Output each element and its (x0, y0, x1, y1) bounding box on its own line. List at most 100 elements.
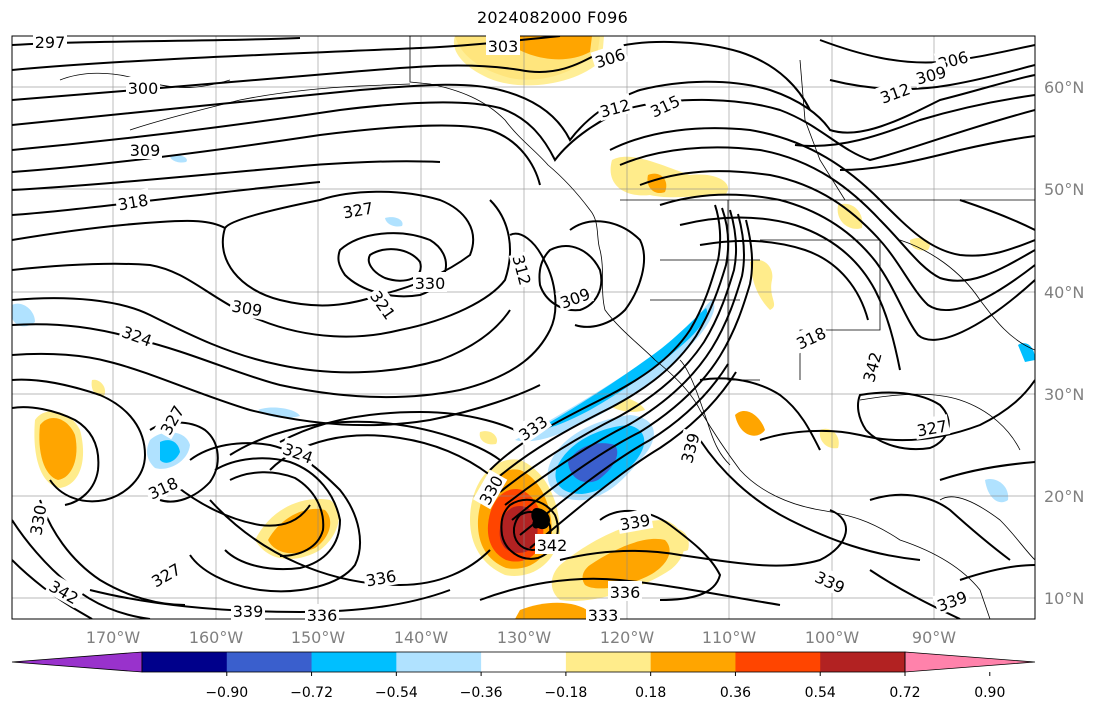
colorbar-segment (735, 652, 821, 672)
contour-label: 300 (126, 77, 160, 98)
contour-label: 309 (128, 139, 162, 160)
colorbar-segment (650, 652, 736, 672)
contour-label-background (911, 59, 950, 89)
contour-label-background (616, 508, 654, 534)
colorbar-segment (396, 652, 482, 672)
contour-label-text: 303 (488, 37, 519, 56)
contour-label: 324 (117, 319, 157, 351)
contour-label-background (856, 347, 886, 386)
contour-label-background (590, 42, 629, 72)
contour-label: 309 (228, 294, 266, 321)
contour-label-background (231, 600, 265, 620)
contour-label-background (508, 250, 538, 289)
longitude-labels: 170°W 160°W 150°W 140°W 130°W 120°W 110°W 100°W… (86, 628, 956, 647)
latitude-label: 10°N (1044, 589, 1084, 608)
contour-label-background (674, 428, 704, 467)
contour-label-text: 333 (588, 606, 619, 625)
contour-label-background (595, 92, 634, 122)
colorbar-segment (226, 652, 313, 672)
contour-label-background (117, 319, 157, 351)
contour-label: 303 (486, 35, 520, 56)
contour-label: 327 (913, 414, 951, 441)
contour-label-background (228, 294, 266, 320)
colorbar-tick-label: −0.72 (290, 685, 333, 701)
contour-label: 342 (535, 534, 569, 555)
longitude-label: 160°W (189, 628, 244, 647)
contour-label-background (608, 581, 642, 601)
shade-positive-light (669, 528, 689, 552)
contour-label-background (790, 320, 831, 354)
shade-positive (268, 508, 331, 554)
contour-label: 330 (413, 272, 447, 293)
shade-positive-light (750, 259, 775, 310)
shade-positive-light (479, 431, 498, 445)
longitude-label: 100°W (805, 628, 860, 647)
contour-label-background (644, 88, 685, 122)
shade-negative-light (385, 217, 403, 227)
colorbar-tick-label: −0.54 (375, 685, 418, 701)
shade-positive-light (91, 379, 106, 397)
shade-negative-light (170, 155, 187, 163)
colorbar-tick-label: −0.90 (205, 685, 248, 701)
colorbar-tick-label: 0.36 (720, 685, 751, 701)
contour-label-text: 336 (307, 606, 338, 625)
contour-label-background (114, 188, 152, 214)
shade-positive (515, 602, 590, 619)
contour-label-background (278, 436, 318, 468)
shade-positive (505, 36, 592, 60)
shade-positive-light (819, 428, 839, 449)
latitude-label: 60°N (1044, 78, 1084, 97)
contour-label-background (913, 414, 951, 440)
contour-label-background (362, 564, 400, 590)
colorbar-segment (481, 652, 567, 672)
colorbar-segment (565, 652, 652, 672)
longitude-label: 90°W (912, 628, 956, 647)
contour-label: 333 (586, 604, 620, 625)
contour-label: 297 (33, 31, 67, 52)
map-border (11, 35, 1036, 620)
latitude-label: 40°N (1044, 283, 1084, 302)
colorbar-tick-label: 0.18 (635, 685, 666, 701)
longitude-label: 150°W (291, 628, 346, 647)
colorbar-tick-label: −0.36 (460, 685, 503, 701)
longitude-label: 130°W (497, 628, 552, 647)
contour-label-background (472, 469, 508, 510)
colorbar-extend-max (904, 651, 1036, 673)
shade-very-strong-positive (499, 506, 538, 553)
contour-label-background (24, 501, 50, 539)
colorbar-extend-min (11, 651, 143, 673)
plot-title: 2024082000 F096 (476, 8, 629, 27)
contour-label-background (413, 272, 447, 292)
contour-label-background (153, 399, 189, 440)
colorbar-tick-label: 0.54 (805, 685, 836, 701)
contour-label-background (875, 76, 915, 108)
colorbar-tick-label: −0.18 (544, 685, 587, 701)
contour-lines (12, 36, 1035, 619)
shade-negative (160, 440, 180, 463)
contour-label: 336 (362, 564, 400, 591)
latitude-label: 50°N (1044, 180, 1084, 199)
shade-positive-light (837, 203, 863, 229)
contour-label-background (365, 284, 402, 325)
shade-negative-light (985, 479, 1009, 503)
longitude-label: 140°W (394, 628, 449, 647)
colorbar-segment (311, 652, 397, 672)
colorbar-segment (142, 652, 228, 672)
longitude-label: 120°W (600, 628, 655, 647)
colorbar-tick-label: 0.90 (974, 685, 1005, 701)
contour-label-text: 300 (128, 79, 159, 98)
shade-positive (39, 417, 77, 480)
latitude-label: 30°N (1044, 385, 1084, 404)
colorbar-outline (141, 651, 906, 673)
shade-negative-light (12, 303, 35, 327)
tropical-cyclone-center-marker (531, 508, 550, 530)
latitude-labels: 60°N 50°N 40°N 30°N 20°N 10°N (1044, 78, 1084, 608)
contour-label-text: 336 (610, 583, 641, 602)
contour-label: 336 (608, 581, 642, 602)
shade-negative-light (258, 407, 300, 418)
contour-label-text: 297 (35, 33, 66, 52)
contour-label-text: 309 (130, 141, 161, 160)
contour-label-background (128, 139, 162, 159)
contour-label-text: 330 (415, 274, 446, 293)
